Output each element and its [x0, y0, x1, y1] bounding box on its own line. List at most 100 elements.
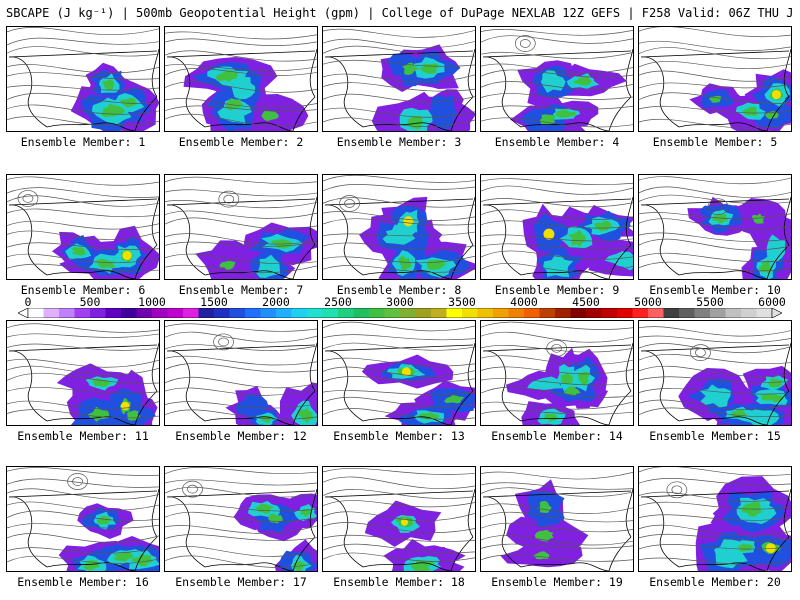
height-contour-closed — [695, 348, 706, 357]
colorbar-swatch — [632, 308, 649, 318]
height-contour — [639, 186, 791, 198]
height-contour — [481, 554, 633, 562]
cape-area — [568, 229, 586, 247]
cape-map — [323, 467, 475, 571]
coastline — [166, 196, 317, 279]
ensemble-member-label: Ensemble Member: 2 — [178, 135, 304, 149]
height-contour — [639, 467, 791, 476]
colorbar-tick-label: 5000 — [634, 295, 662, 309]
height-contour — [639, 407, 791, 418]
ensemble-member-label: Ensemble Member: 10 — [649, 283, 781, 297]
height-contour-closed — [182, 480, 203, 498]
colorbar-swatch — [90, 308, 106, 318]
cape-area — [543, 255, 574, 277]
ensemble-panel-13 — [322, 320, 476, 426]
cape-area — [131, 554, 153, 567]
height-contour-closed — [712, 202, 724, 212]
cape-max-area — [543, 228, 555, 240]
height-contours — [323, 28, 475, 127]
height-contours — [639, 176, 791, 272]
height-contour-closed — [666, 481, 688, 499]
colorbar-swatch — [446, 308, 463, 318]
height-contours — [7, 467, 159, 564]
height-contour — [481, 511, 633, 523]
colorbar-scale — [18, 308, 782, 318]
height-contour — [481, 377, 633, 386]
height-contour — [323, 334, 475, 341]
cape-layer-3 — [216, 70, 279, 122]
colorbar-swatch — [601, 308, 618, 318]
height-contour — [165, 253, 317, 265]
height-contour — [323, 175, 475, 183]
colorbar-swatch — [524, 308, 540, 318]
colorbar-left-arrow — [18, 308, 29, 318]
cape-area — [742, 106, 758, 117]
colorbar-swatch — [260, 308, 277, 318]
height-contour — [481, 535, 633, 546]
cape-map — [165, 467, 317, 571]
cape-map — [639, 467, 791, 571]
colorbar-swatch — [741, 308, 757, 318]
height-contour — [323, 242, 475, 250]
cape-map — [481, 321, 633, 425]
cape-map — [481, 471, 633, 571]
height-contour — [7, 116, 159, 127]
cape-area — [261, 110, 279, 122]
height-contours — [481, 178, 633, 273]
height-contour — [481, 410, 633, 415]
ensemble-member-label: Ensemble Member: 16 — [17, 575, 149, 589]
height-contour — [165, 210, 317, 219]
cape-area — [91, 378, 112, 388]
height-contour — [639, 335, 791, 344]
height-contours — [165, 176, 317, 274]
height-contour — [165, 233, 317, 245]
height-contour — [165, 534, 317, 541]
height-contour — [639, 399, 791, 410]
height-contour — [165, 331, 317, 343]
cape-map — [323, 28, 475, 131]
height-contour — [165, 113, 317, 127]
height-contour — [165, 486, 317, 498]
colorbar-swatch — [617, 308, 633, 318]
colorbar-tick-label: 4000 — [510, 295, 538, 309]
height-contour — [165, 176, 317, 184]
height-contour — [165, 479, 317, 486]
height-contour-closed — [707, 198, 729, 216]
cape-layer-3 — [544, 371, 590, 423]
height-contour — [323, 197, 475, 208]
height-contour — [639, 388, 791, 395]
colorbar-swatch — [43, 308, 60, 318]
ensemble-member-label: Ensemble Member: 7 — [178, 283, 304, 297]
cape-area — [555, 109, 576, 118]
height-contour — [323, 489, 475, 499]
height-contour — [165, 376, 317, 389]
colorbar-swatch — [307, 308, 323, 318]
height-contour — [7, 510, 159, 522]
height-contour-closed — [218, 190, 240, 208]
height-contour — [481, 29, 633, 36]
height-contour — [481, 522, 633, 533]
height-contour — [323, 73, 475, 83]
ensemble-member-label: Ensemble Member: 6 — [20, 283, 146, 297]
height-contour-closed — [72, 477, 83, 486]
colorbar-right-arrow — [771, 308, 782, 318]
cape-map — [7, 27, 159, 131]
ensemble-panel-20 — [638, 466, 792, 572]
height-contour — [323, 357, 475, 367]
cape-max-area — [120, 401, 130, 411]
height-contour — [165, 555, 317, 568]
cape-area — [113, 551, 134, 562]
height-contour — [7, 187, 159, 198]
height-contours — [323, 175, 475, 273]
height-contour — [7, 555, 159, 564]
height-contour — [7, 263, 159, 272]
cape-area — [534, 529, 554, 542]
chart-title: SBCAPE (J kg⁻¹) | 500mb Geopotential Hei… — [6, 6, 794, 20]
colorbar-tick-label: 2000 — [262, 295, 290, 309]
height-contour — [7, 523, 159, 529]
height-contour — [323, 467, 475, 475]
height-contour — [165, 363, 317, 373]
height-contour — [481, 198, 633, 208]
cape-area — [297, 407, 314, 424]
cape-area — [235, 393, 270, 421]
